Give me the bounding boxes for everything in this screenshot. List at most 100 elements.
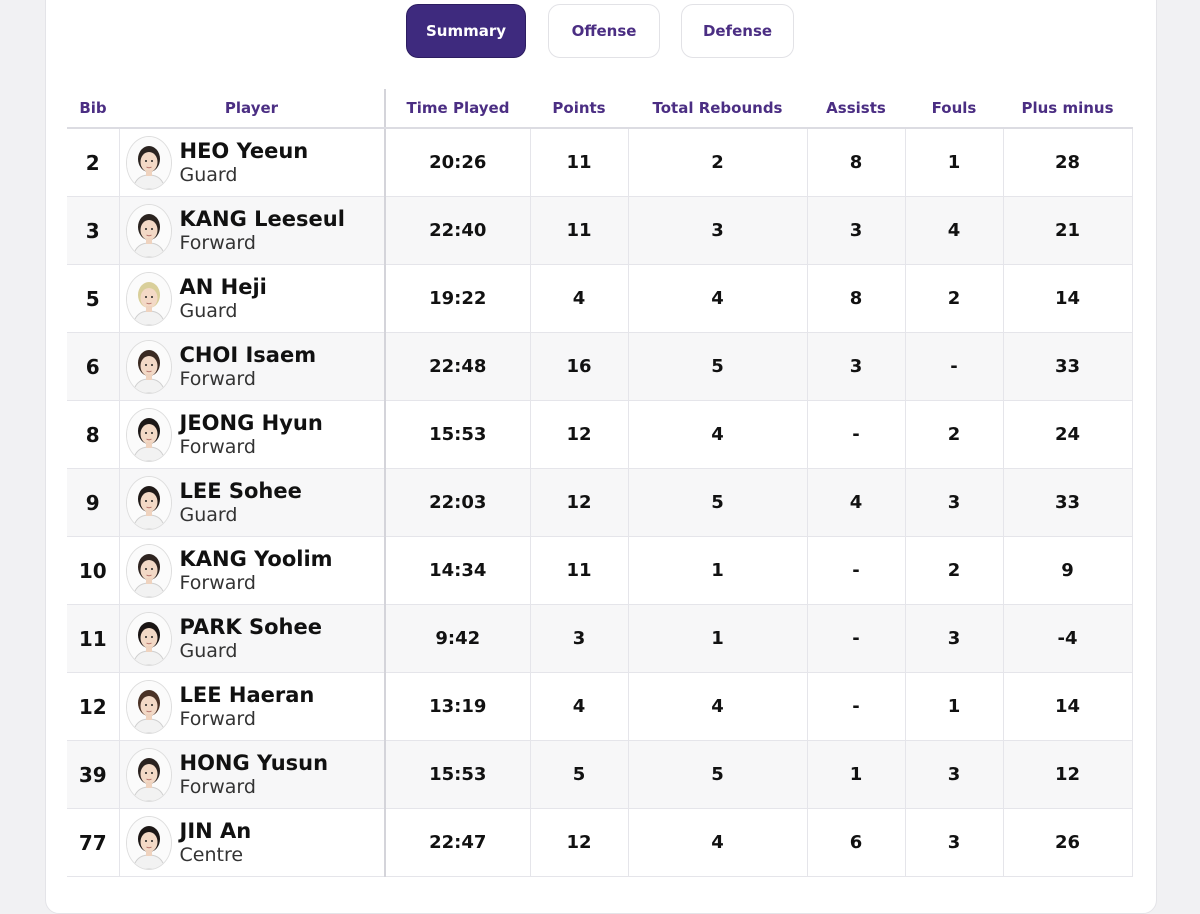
cell-time-played: 22:40 bbox=[385, 196, 531, 265]
table-row[interactable]: 2 HEO Yeeun Guard 20:26 11 2 8 1 28 bbox=[67, 128, 1133, 197]
table-header-row: Bib Player Time Played Points Total Rebo… bbox=[67, 89, 1132, 129]
cell-assists: 4 bbox=[807, 468, 906, 537]
header-plus-minus[interactable]: Plus minus bbox=[1003, 89, 1132, 129]
table-body: 2 HEO Yeeun Guard 20:26 11 2 8 1 28 3 KANG Leeseul… bbox=[67, 128, 1133, 877]
cell-bib: 2 bbox=[67, 128, 120, 197]
header-bib[interactable]: Bib bbox=[67, 89, 119, 129]
cell-fouls: 4 bbox=[905, 196, 1004, 265]
table-row[interactable]: 11 PARK Sohee Guard 9:42 3 1-3 -4 bbox=[67, 604, 1133, 673]
header-player[interactable]: Player bbox=[119, 89, 386, 129]
cell-points: 12 bbox=[530, 808, 629, 877]
cell-total-rebounds: 4 bbox=[628, 400, 808, 469]
tab-summary[interactable]: Summary bbox=[406, 4, 526, 58]
cell-points: 3 bbox=[530, 604, 629, 673]
table-row[interactable]: 12 LEE Haeran Forward 13:19 4 4-1 14 bbox=[67, 672, 1133, 741]
header-total-rebounds[interactable]: Total Rebounds bbox=[628, 89, 807, 129]
cell-player[interactable]: JIN An Centre bbox=[119, 808, 386, 877]
cell-plus-minus: 26 bbox=[1003, 808, 1133, 877]
cell-player[interactable]: KANG Leeseul Forward bbox=[119, 196, 386, 265]
player-avatar bbox=[125, 407, 172, 462]
player-name[interactable]: HONG Yusun bbox=[179, 750, 329, 775]
cell-fouls: 3 bbox=[905, 604, 1004, 673]
cell-total-rebounds: 5 bbox=[628, 468, 808, 537]
cell-plus-minus: 14 bbox=[1003, 264, 1133, 333]
cell-assists: - bbox=[807, 400, 906, 469]
cell-total-rebounds: 5 bbox=[628, 740, 808, 809]
table-row[interactable]: 10 KANG Yoolim Forward 14:34 11 1-2 9 bbox=[67, 536, 1133, 605]
player-avatar bbox=[125, 339, 172, 394]
player-name[interactable]: AN Heji bbox=[179, 274, 267, 299]
cell-time-played: 15:53 bbox=[385, 400, 531, 469]
player-name[interactable]: HEO Yeeun bbox=[179, 138, 309, 163]
player-name[interactable]: CHOI Isaem bbox=[179, 342, 317, 367]
cell-points: 11 bbox=[530, 128, 629, 197]
table-row[interactable]: 9 LEE Sohee Guard 22:03 12 5 4 3 33 bbox=[67, 468, 1133, 537]
cell-player[interactable]: HONG Yusun Forward bbox=[119, 740, 386, 809]
player-name[interactable]: KANG Yoolim bbox=[179, 546, 333, 571]
cell-time-played: 22:47 bbox=[385, 808, 531, 877]
table-row[interactable]: 39 HONG Yusun Forward 15:53 5 5 1 3 12 bbox=[67, 740, 1133, 809]
cell-player[interactable]: LEE Haeran Forward bbox=[119, 672, 386, 741]
cell-assists: - bbox=[807, 672, 906, 741]
cell-player[interactable]: PARK Sohee Guard bbox=[119, 604, 386, 673]
cell-plus-minus: 14 bbox=[1003, 672, 1133, 741]
player-name[interactable]: LEE Haeran bbox=[179, 682, 315, 707]
player-name[interactable]: JEONG Hyun bbox=[179, 410, 323, 435]
cell-assists: 6 bbox=[807, 808, 906, 877]
player-avatar bbox=[125, 611, 172, 666]
cell-points: 11 bbox=[530, 196, 629, 265]
player-name[interactable]: KANG Leeseul bbox=[179, 206, 345, 231]
table-row[interactable]: 5 AN Heji Guard 19:22 4 4 8 2 14 bbox=[67, 264, 1133, 333]
player-name[interactable]: LEE Sohee bbox=[179, 478, 302, 503]
player-name[interactable]: PARK Sohee bbox=[179, 614, 322, 639]
cell-time-played: 20:26 bbox=[385, 128, 531, 197]
header-time-played[interactable]: Time Played bbox=[385, 89, 530, 129]
player-avatar bbox=[125, 135, 172, 190]
table-row[interactable]: 8 JEONG Hyun Forward 15:53 12 4-2 24 bbox=[67, 400, 1133, 469]
cell-bib: 77 bbox=[67, 808, 120, 877]
cell-points: 11 bbox=[530, 536, 629, 605]
stats-tab-bar: Summary Offense Defense bbox=[0, 4, 1200, 60]
cell-player[interactable]: AN Heji Guard bbox=[119, 264, 386, 333]
player-position: Forward bbox=[179, 367, 256, 390]
cell-bib: 3 bbox=[67, 196, 120, 265]
cell-time-played: 13:19 bbox=[385, 672, 531, 741]
cell-time-played: 19:22 bbox=[385, 264, 531, 333]
header-fouls[interactable]: Fouls bbox=[905, 89, 1003, 129]
player-avatar bbox=[125, 203, 172, 258]
cell-assists: 8 bbox=[807, 128, 906, 197]
tab-defense[interactable]: Defense bbox=[681, 4, 794, 58]
cell-total-rebounds: 2 bbox=[628, 128, 808, 197]
cell-time-played: 15:53 bbox=[385, 740, 531, 809]
cell-player[interactable]: JEONG Hyun Forward bbox=[119, 400, 386, 469]
table-row[interactable]: 3 KANG Leeseul Forward 22:40 11 3 3 4 21 bbox=[67, 196, 1133, 265]
cell-total-rebounds: 1 bbox=[628, 604, 808, 673]
cell-bib: 8 bbox=[67, 400, 120, 469]
cell-total-rebounds: 4 bbox=[628, 264, 808, 333]
cell-points: 12 bbox=[530, 400, 629, 469]
player-position: Forward bbox=[179, 231, 256, 254]
player-avatar bbox=[125, 815, 172, 870]
cell-assists: 3 bbox=[807, 332, 906, 401]
cell-player[interactable]: HEO Yeeun Guard bbox=[119, 128, 386, 197]
cell-fouls: 2 bbox=[905, 400, 1004, 469]
table-row[interactable]: 6 CHOI Isaem Forward 22:48 16 5 3-33 bbox=[67, 332, 1133, 401]
cell-time-played: 22:48 bbox=[385, 332, 531, 401]
cell-player[interactable]: CHOI Isaem Forward bbox=[119, 332, 386, 401]
cell-points: 4 bbox=[530, 672, 629, 741]
cell-assists: 3 bbox=[807, 196, 906, 265]
header-points[interactable]: Points bbox=[530, 89, 628, 129]
cell-player[interactable]: KANG Yoolim Forward bbox=[119, 536, 386, 605]
player-position: Forward bbox=[179, 775, 256, 798]
player-name[interactable]: JIN An bbox=[179, 818, 252, 843]
tab-offense[interactable]: Offense bbox=[548, 4, 660, 58]
cell-fouls: 1 bbox=[905, 128, 1004, 197]
cell-plus-minus: 12 bbox=[1003, 740, 1133, 809]
cell-time-played: 22:03 bbox=[385, 468, 531, 537]
cell-fouls: 2 bbox=[905, 264, 1004, 333]
cell-plus-minus: 33 bbox=[1003, 468, 1133, 537]
header-assists[interactable]: Assists bbox=[807, 89, 905, 129]
cell-time-played: 14:34 bbox=[385, 536, 531, 605]
cell-player[interactable]: LEE Sohee Guard bbox=[119, 468, 386, 537]
table-row[interactable]: 77 JIN An Centre 22:47 12 4 6 3 26 bbox=[67, 808, 1133, 877]
